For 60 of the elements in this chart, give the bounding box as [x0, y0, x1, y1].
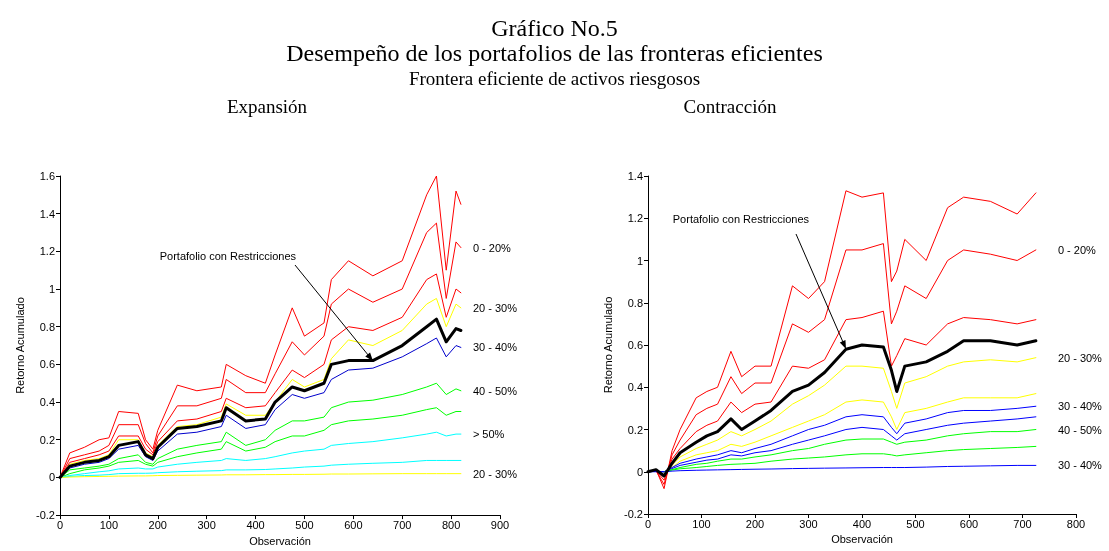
text: 20 - 30%: [1057, 351, 1103, 364]
y-tick-label: 1.6: [39, 170, 55, 182]
y-tick-label: 0.2: [627, 423, 643, 436]
y-tick-label: 1.2: [39, 245, 55, 258]
y-tick-label: 1.4: [627, 170, 643, 182]
series-label: 0 - 20%: [472, 241, 512, 254]
y-tick-label: 0.6: [627, 339, 643, 351]
x-axis-title: Observación: [831, 533, 893, 546]
x-tick-label: 700: [393, 518, 412, 531]
series-label: > 50%: [472, 428, 505, 441]
y-tick-label: 0.8: [627, 296, 643, 309]
y-tick-label: 1: [48, 283, 55, 296]
chart-title: Contracción: [682, 96, 778, 118]
y-tick-label: 0: [636, 465, 643, 478]
x-tick-label: 300: [197, 518, 216, 531]
y-tick-label: 0: [48, 471, 55, 484]
x-tick-label: 500: [906, 517, 925, 530]
y-tick-label: 1.2: [627, 212, 643, 225]
y-tick-label: 0.4: [627, 381, 643, 394]
text: Frontera eficiente de activos riesgosos: [407, 67, 702, 91]
y-tick-label: 0.6: [39, 358, 55, 371]
annotation: Portafolio con Restricciones: [672, 213, 810, 226]
y-tick-label: 0.8: [39, 320, 55, 333]
series-label: 40 - 50%: [1057, 423, 1103, 436]
y-axis-title: Retorno Acumulado: [13, 297, 26, 394]
x-tick-label: 600: [959, 517, 979, 530]
x-tick-label: 500: [295, 518, 314, 531]
chart-title: Expansión: [225, 96, 309, 118]
text: Desempeño de los portafolios de las fronteras eficientes: [285, 40, 824, 66]
series-label: 20 - 30%: [472, 301, 518, 314]
annotation: Portafolio con Restricciones: [159, 249, 297, 262]
series-label: 30 - 40%: [1057, 400, 1103, 413]
x-tick-label: 0: [56, 518, 64, 531]
x-tick-label: 300: [799, 517, 818, 530]
series-label: 40 - 50%: [472, 384, 518, 397]
y-tick-label: 0.2: [39, 433, 55, 446]
y-tick-label: -0.2: [36, 509, 55, 522]
x-tick-label: 100: [99, 518, 119, 531]
x-tick-label: 0: [644, 517, 652, 530]
x-tick-label: 800: [441, 518, 461, 531]
text: Gráfico No.5: [490, 15, 619, 41]
x-tick-label: 100: [692, 517, 711, 530]
series-label: 30 - 40%: [1057, 459, 1103, 472]
x-tick-label: 200: [148, 518, 167, 531]
y-tick-label: 0.4: [39, 396, 55, 409]
x-tick-label: 700: [1013, 517, 1032, 530]
series-label: 20 - 30%: [472, 467, 518, 480]
series-label: 0 - 20%: [1057, 243, 1096, 256]
x-axis-title: Observación: [249, 534, 311, 547]
y-tick-label: 1: [636, 254, 643, 267]
y-tick-label: -0.2: [624, 508, 643, 520]
x-tick-label: 400: [852, 517, 872, 530]
y-tick-label: 1.4: [39, 207, 55, 220]
series-label: 30 - 40%: [472, 341, 518, 354]
x-tick-label: 900: [490, 518, 510, 531]
x-tick-label: 600: [344, 518, 363, 531]
x-tick-label: 800: [1066, 517, 1086, 530]
x-tick-label: 400: [246, 518, 265, 531]
y-axis-title: Retorno Acumulado: [601, 296, 614, 394]
x-tick-label: 200: [745, 517, 765, 530]
